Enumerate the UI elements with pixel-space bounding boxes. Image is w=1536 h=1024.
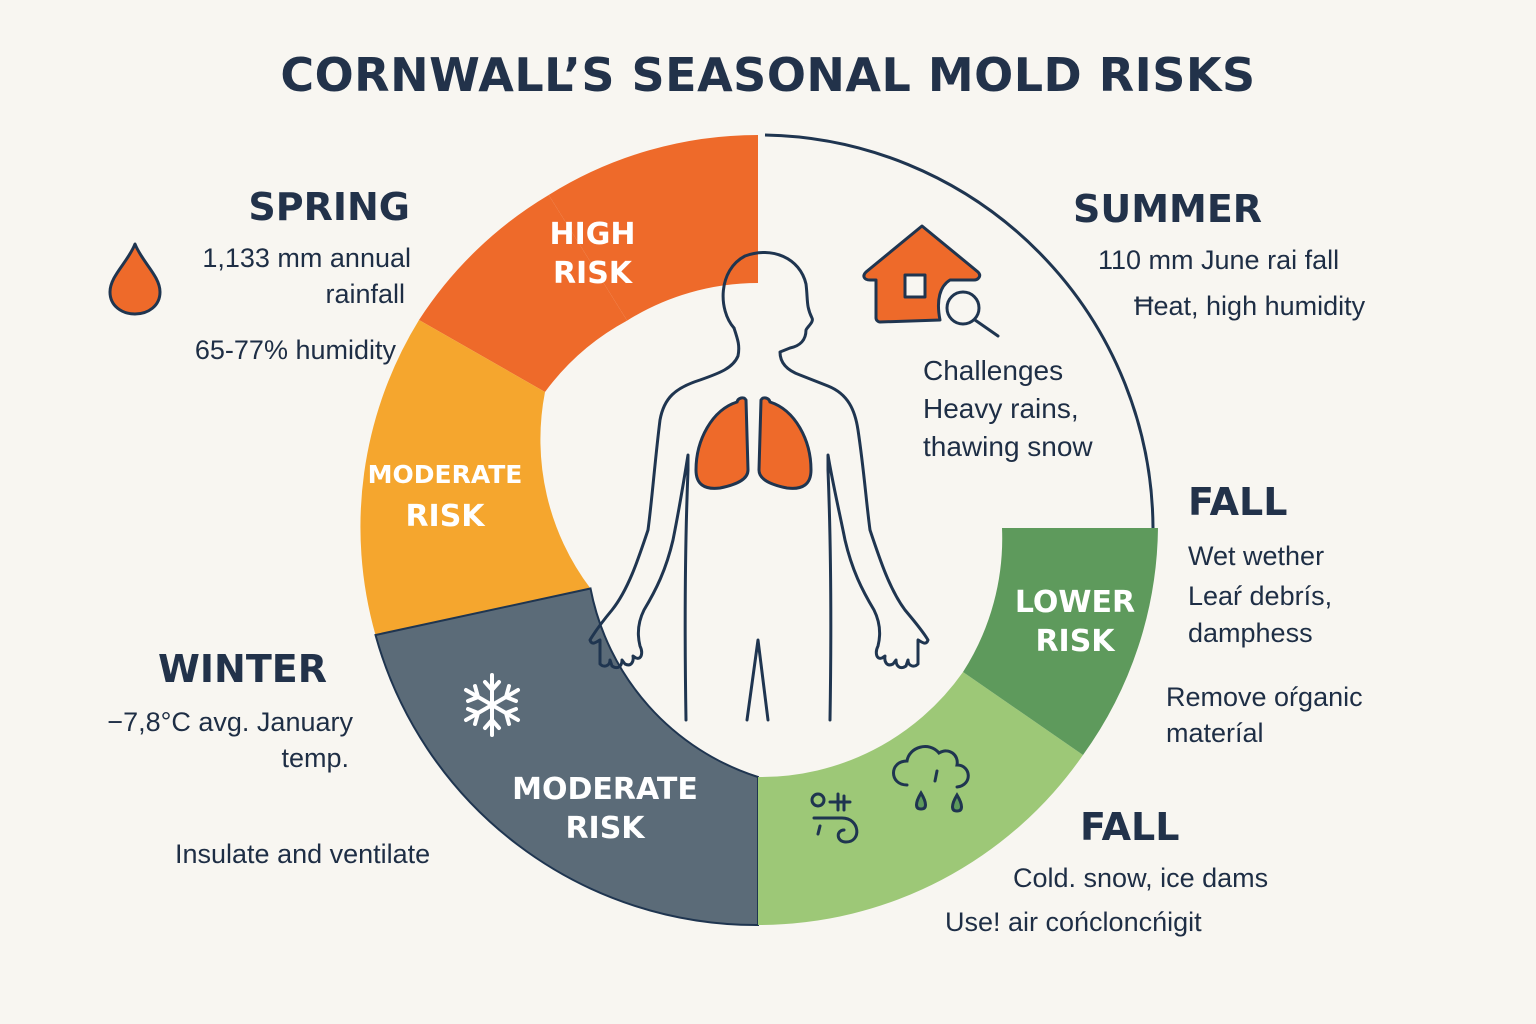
fall-lower-details: Cold. snow, ice dams [1013, 863, 1269, 893]
high-risk-label: HIGH RISK [549, 217, 636, 291]
left-lung-icon [694, 396, 750, 490]
winter-section: WINTER [158, 650, 327, 688]
fall-lower-tip: Use! air cońcloncńigit [945, 907, 1202, 937]
right-lung-icon [757, 396, 813, 490]
fall-upper-section: FALL [1188, 483, 1287, 521]
rain-cloud-icon [892, 745, 970, 813]
lower-risk-segment [963, 528, 1158, 755]
moderate-slate-label: MODERATE RISK [512, 772, 698, 846]
fall-upper-heading: FALL [1188, 480, 1288, 524]
fall-upper-tip: Remove oŕganic materíal [1166, 682, 1363, 749]
high-risk-segment [548, 135, 758, 321]
water-drop-icon [108, 242, 162, 316]
moderate-amber-label: MODERATE RISK [367, 460, 523, 534]
summer-segment-outline [764, 133, 1155, 529]
house-search-icon [862, 224, 1000, 338]
spring-heading: SPRING [248, 185, 410, 229]
fall-lower-section: FALL [1080, 808, 1179, 846]
winter-details: −7,8°C avg. January temp. [107, 707, 353, 774]
spring-details: 1,133 mm annual rainfall [202, 243, 411, 310]
human-body-icon [588, 251, 930, 722]
spring-humidity: 65-77% humidity [194, 335, 396, 365]
summer-details-2: Ħeat, high humidity [1134, 291, 1366, 321]
summer-section: SUMMER [1073, 190, 1262, 228]
page-title: CORNWALL’S SEASONAL MOLD RISKS [280, 48, 1256, 102]
fall-lower-heading: FALL [1080, 805, 1180, 849]
summer-heading: SUMMER [1073, 187, 1263, 231]
lower-risk-label: LOWER RISK [1014, 585, 1136, 659]
fall-upper-details: Wet wether Leaŕ debrís, damphess [1188, 541, 1333, 648]
moderate-slate-segment [374, 587, 759, 927]
winter-tip: Insulate and ventilate [175, 839, 431, 869]
spring-section: SPRING [248, 188, 410, 226]
winter-heading: WINTER [158, 647, 327, 691]
wind-icon [810, 792, 859, 844]
snowflake-icon [464, 673, 520, 737]
challenges-text: Challenges Heavy rains, thawing snow [923, 355, 1093, 462]
moderate-amber-segment [360, 320, 591, 635]
summer-details: 110 mm June rai fall [1098, 245, 1340, 275]
